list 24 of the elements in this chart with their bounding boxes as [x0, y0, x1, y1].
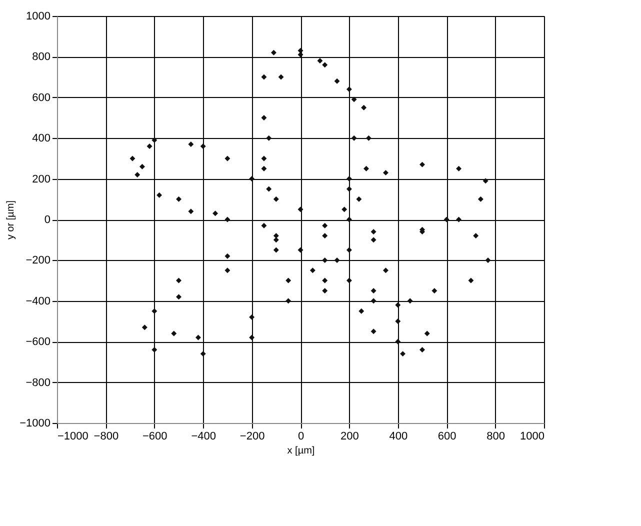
x-tick-label: 400 [389, 430, 408, 442]
y-tick-label: 1000 [26, 10, 50, 22]
y-tick-label: −800 [26, 376, 50, 389]
y-tick-label: 400 [32, 132, 50, 145]
x-tick-label: 1000 [520, 430, 544, 442]
x-tick-label: 600 [438, 430, 456, 442]
x-tick-label: −800 [94, 430, 119, 442]
x-tick-label: −1000 [58, 430, 88, 442]
y-tick-label: −400 [26, 295, 50, 308]
x-tick-label: −600 [142, 430, 168, 442]
x-tick-label: −400 [191, 430, 216, 442]
y-tick-label: −200 [26, 254, 50, 267]
x-tick-label: −200 [240, 430, 265, 442]
y-tick-label: −1000 [20, 418, 50, 430]
x-tick-label: 200 [340, 430, 359, 442]
y-tick-label: 0 [44, 214, 50, 226]
y-axis-title: y or [µm] [6, 200, 17, 240]
y-tick-label: 800 [32, 51, 50, 64]
x-tick-label: 0 [298, 430, 304, 442]
x-axis-title: x [µm] [287, 446, 315, 456]
y-tick-label: −600 [26, 336, 50, 348]
y-tick-label: 600 [32, 92, 50, 104]
y-tick-label: 200 [32, 173, 50, 186]
x-tick-label: 800 [486, 430, 505, 442]
